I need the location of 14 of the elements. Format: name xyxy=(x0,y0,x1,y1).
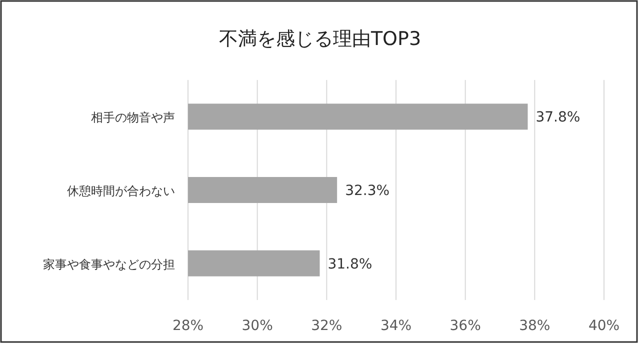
x-tick-label: 40% xyxy=(588,318,620,334)
data-label: 32.3% xyxy=(345,183,390,199)
x-tick-label: 34% xyxy=(380,318,412,334)
x-tick-label: 38% xyxy=(519,318,550,334)
data-label: 31.8% xyxy=(328,256,372,272)
x-tick-label: 28% xyxy=(172,318,204,334)
y-tick-label: 休憩時間が合わない xyxy=(67,184,175,198)
data-label: 37.8% xyxy=(536,110,580,126)
y-tick-label: 家事や食事やなどの分担 xyxy=(43,257,175,272)
x-tick-label: 36% xyxy=(450,318,481,334)
chart-title: 不満を感じる理由TOP3 xyxy=(218,28,422,50)
y-tick-label: 相手の物音や声 xyxy=(91,110,175,125)
x-tick-label: 30% xyxy=(242,318,273,334)
x-tick-label: 32% xyxy=(311,318,342,334)
